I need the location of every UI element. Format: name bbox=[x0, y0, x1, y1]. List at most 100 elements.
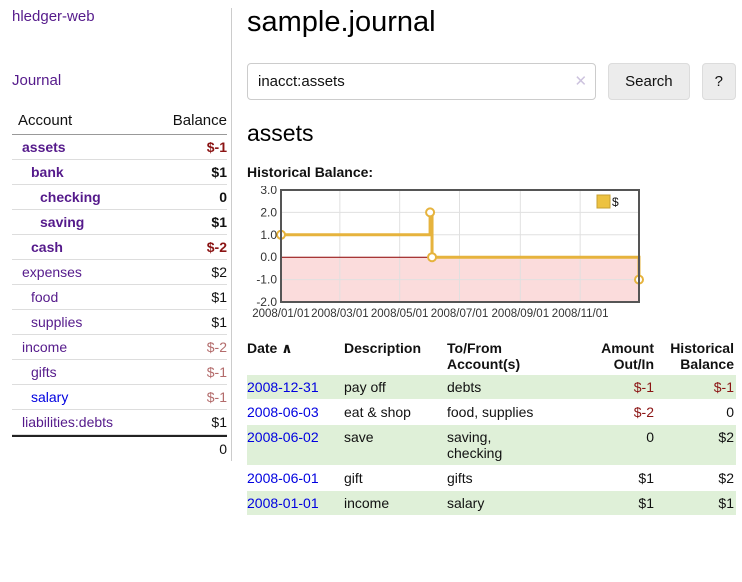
search-bar: ✕ Search ? bbox=[247, 63, 736, 100]
transaction-balance: $2 bbox=[656, 424, 736, 466]
svg-text:2008/01/01: 2008/01/01 bbox=[252, 308, 310, 320]
transaction-accounts: debts bbox=[447, 375, 579, 400]
accounts-header-account: Account bbox=[18, 112, 73, 129]
transaction-description: save bbox=[344, 424, 447, 466]
svg-text:2008/05/01: 2008/05/01 bbox=[371, 308, 429, 320]
transaction-balance: $1 bbox=[656, 490, 736, 516]
account-row-income: income $-2 bbox=[12, 335, 227, 360]
account-link[interactable]: expenses bbox=[22, 264, 82, 280]
svg-text:2008/07/01: 2008/07/01 bbox=[431, 308, 489, 320]
transaction-date-cell: 2008-12-31 bbox=[247, 375, 344, 400]
account-link[interactable]: assets bbox=[22, 139, 66, 155]
transaction-date-link[interactable]: 2008-06-03 bbox=[247, 404, 319, 420]
page-title: sample.journal bbox=[247, 6, 436, 38]
account-balance: $1 bbox=[211, 414, 227, 430]
transaction-description: pay off bbox=[344, 375, 447, 400]
column-header-accounts: To/From Account(s) bbox=[447, 340, 521, 372]
transaction-date-link[interactable]: 2008-06-02 bbox=[247, 429, 319, 445]
account-row-food: food $1 bbox=[12, 285, 227, 310]
transaction-balance: 0 bbox=[726, 404, 734, 420]
transaction-balance: $2 bbox=[718, 470, 734, 486]
accounts-total-row: 0 bbox=[12, 435, 227, 461]
accounts-header-balance: Balance bbox=[172, 112, 227, 129]
register-row: 2008-06-03 eat & shop food, supplies $-2 0 bbox=[247, 400, 736, 425]
account-link[interactable]: gifts bbox=[31, 364, 57, 380]
sidebar-item-journal[interactable]: Journal bbox=[12, 72, 62, 89]
transaction-date-link[interactable]: 2008-06-01 bbox=[247, 470, 319, 486]
account-link[interactable]: bank bbox=[31, 164, 64, 180]
account-heading: assets bbox=[247, 120, 314, 146]
account-row-gifts: gifts $-1 bbox=[12, 360, 227, 385]
clear-search-icon[interactable]: ✕ bbox=[574, 73, 588, 90]
column-header-description: Description bbox=[344, 340, 422, 356]
sort-ascending-icon: ∧ bbox=[281, 340, 293, 356]
transaction-balance: $-1 bbox=[656, 375, 736, 400]
transaction-date-cell: 2008-06-02 bbox=[247, 424, 344, 466]
svg-text:2008/09/01: 2008/09/01 bbox=[492, 308, 550, 320]
accounts-table: Account Balance assets $-1 bank $1 checking 0… bbox=[12, 109, 227, 461]
sidebar-panel: hledger-web Journal Account Balance asse… bbox=[12, 8, 232, 461]
main-content: sample.journal ✕ Search ? assets Histori… bbox=[232, 0, 742, 516]
account-balance: $1 bbox=[211, 164, 227, 180]
accounts-table-header: Account Balance bbox=[12, 109, 227, 135]
transaction-amount: $-2 bbox=[633, 404, 654, 420]
transaction-description: gift bbox=[344, 470, 363, 486]
account-row-checking: checking 0 bbox=[12, 185, 227, 210]
svg-text:0.0: 0.0 bbox=[260, 250, 277, 264]
account-link[interactable]: food bbox=[31, 289, 59, 305]
account-link[interactable]: saving bbox=[40, 214, 85, 230]
legend-label: $ bbox=[612, 195, 619, 209]
transaction-amount: $-1 bbox=[579, 375, 656, 400]
account-link[interactable]: supplies bbox=[31, 314, 83, 330]
account-balance: $1 bbox=[211, 314, 227, 330]
transaction-description: income bbox=[344, 490, 447, 516]
transaction-amount: $1 bbox=[638, 470, 654, 486]
column-header-balance: Historical Balance bbox=[670, 340, 734, 372]
column-header-amount: Amount Out/In bbox=[601, 340, 654, 372]
transaction-accounts: saving, checking bbox=[447, 424, 579, 466]
brand-link[interactable]: hledger-web bbox=[12, 8, 95, 25]
register-table: Date ∧ Description To/From Account(s) Am… bbox=[247, 337, 736, 516]
account-row-cash: cash $-2 bbox=[12, 235, 227, 260]
svg-text:1.0: 1.0 bbox=[260, 228, 277, 242]
account-link[interactable]: cash bbox=[31, 239, 63, 255]
account-link[interactable]: liabilities:debts bbox=[22, 414, 114, 430]
help-button[interactable]: ? bbox=[701, 63, 736, 100]
transaction-accounts: gifts bbox=[447, 470, 473, 486]
account-balance: $-1 bbox=[206, 139, 227, 155]
account-link[interactable]: checking bbox=[40, 189, 101, 205]
account-row-supplies: supplies $1 bbox=[12, 310, 227, 335]
account-link[interactable]: salary bbox=[31, 389, 69, 405]
account-balance: $1 bbox=[211, 214, 227, 230]
register-row: 2008-12-31 pay off debts $-1 $-1 bbox=[247, 375, 736, 400]
register-header-row: Date ∧ Description To/From Account(s) Am… bbox=[247, 337, 736, 375]
transaction-amount: 0 bbox=[579, 424, 656, 466]
search-input-wrap: ✕ bbox=[247, 63, 597, 100]
transaction-date-link[interactable]: 2008-01-01 bbox=[247, 495, 319, 511]
svg-text:-2.0: -2.0 bbox=[256, 295, 277, 309]
search-input[interactable] bbox=[247, 63, 597, 100]
svg-text:3.0: 3.0 bbox=[260, 186, 277, 197]
transaction-accounts: food, supplies bbox=[447, 404, 534, 420]
legend-swatch bbox=[596, 194, 611, 209]
transaction-date-cell: 2008-01-01 bbox=[247, 490, 344, 516]
account-row-expenses: expenses $2 bbox=[12, 260, 227, 285]
historical-balance-chart: $3.0 2.0 1.0 0.0 -1.0 -2.0 2008/01/01 2008/03/0… bbox=[247, 183, 736, 325]
account-balance: 0 bbox=[219, 189, 227, 205]
transaction-amount: $1 bbox=[579, 490, 656, 516]
account-balance: $1 bbox=[211, 289, 227, 305]
account-balance: $-2 bbox=[206, 339, 227, 355]
account-row-liabilities-debts: liabilities:debts $1 bbox=[12, 410, 227, 435]
search-button[interactable]: Search bbox=[608, 63, 690, 100]
svg-text:2.0: 2.0 bbox=[260, 205, 277, 219]
svg-text:2008/11/01: 2008/11/01 bbox=[552, 308, 609, 320]
accounts-rows: assets $-1 bank $1 checking 0 saving $1 cash $-2 e… bbox=[12, 135, 227, 435]
column-header-date[interactable]: Date ∧ bbox=[247, 340, 293, 356]
account-link[interactable]: income bbox=[22, 339, 68, 355]
svg-text:-1.0: -1.0 bbox=[256, 273, 277, 287]
transaction-date-link[interactable]: 2008-12-31 bbox=[247, 379, 319, 395]
account-balance: $-1 bbox=[206, 364, 227, 380]
account-row-bank: bank $1 bbox=[12, 160, 227, 185]
account-row-saving: saving $1 bbox=[12, 210, 227, 235]
